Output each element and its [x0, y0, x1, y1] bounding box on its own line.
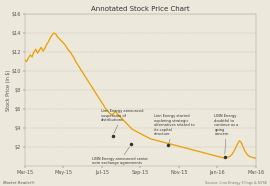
Text: Linn Energy started
exploring strategic
alternatives related to
its capital
stru: Linn Energy started exploring strategic …: [154, 114, 195, 143]
Text: Source: Linn Energy Filings & NYSE: Source: Linn Energy Filings & NYSE: [205, 181, 267, 185]
Text: Linn Energy announced
suspension of
distributions: Linn Energy announced suspension of dist…: [101, 109, 144, 133]
Y-axis label: Stock Price (in $): Stock Price (in $): [6, 70, 11, 111]
Text: Market Realist®: Market Realist®: [3, 181, 35, 185]
Text: LINN Energy
doubtful to
continue as a
going
concern: LINN Energy doubtful to continue as a go…: [214, 114, 239, 154]
Text: LINN Energy announced senior
note exchange agreements: LINN Energy announced senior note exchan…: [92, 147, 148, 166]
Title: Annotated Stock Price Chart: Annotated Stock Price Chart: [91, 6, 190, 12]
